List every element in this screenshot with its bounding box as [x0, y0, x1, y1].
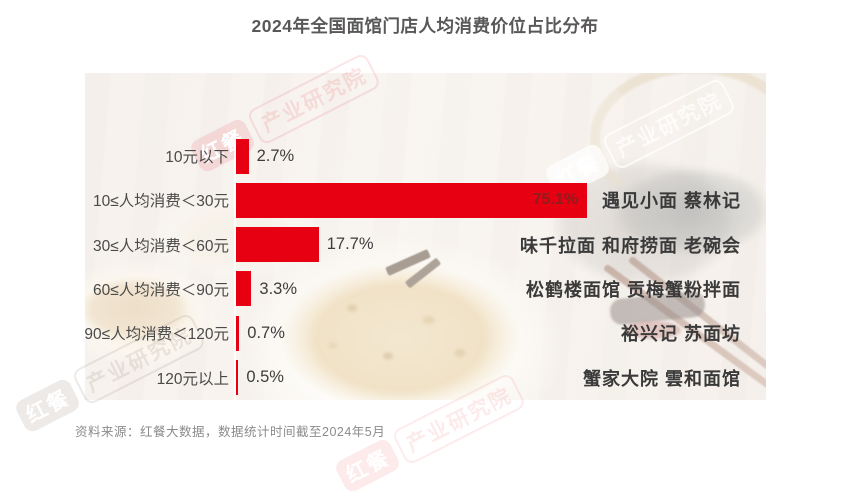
- brand-examples: 裕兴记 苏面坊: [620, 324, 741, 345]
- value-label: 17.7%: [326, 235, 374, 254]
- category-label: 60≤人均消费＜90元: [93, 282, 229, 300]
- white-fade-overlay: [85, 73, 766, 400]
- brand-examples: 遇见小面 蔡林记: [601, 191, 741, 212]
- brand-examples: 松鹤楼面馆 贡梅蟹粉拌面: [526, 280, 741, 301]
- bar: [236, 271, 252, 307]
- page-title: 2024年全国面馆门店人均消费价位占比分布: [251, 16, 599, 36]
- bar: [236, 360, 239, 396]
- value-label: 0.7%: [247, 323, 285, 342]
- chart-row: 10≤人均消费＜30元 75.1% 遇见小面 蔡林记: [0, 178, 850, 222]
- spice-dish: [625, 321, 681, 339]
- value-label: 2.7%: [256, 146, 295, 165]
- bar-chart: 10元以下 2.7% 10≤人均消费＜30元 75.1% 遇见小面 蔡林记 30≤人均消费…: [0, 134, 850, 400]
- brand-examples: 味千拉面 和府捞面 老碗会: [519, 235, 741, 256]
- value-label: 75.1%: [532, 191, 579, 209]
- bar: [236, 138, 249, 174]
- chart-row: 120元以上 0.5% 蟹家大院 雲和面馆: [0, 356, 850, 400]
- noodles: [280, 263, 520, 400]
- value-label: 3.3%: [259, 279, 298, 298]
- chart-row: 30≤人均消费＜60元 17.7% 味千拉面 和府捞面 老碗会: [0, 223, 850, 267]
- category-label: 120元以上: [156, 370, 229, 388]
- bar: [236, 227, 319, 263]
- chart-row: 90≤人均消费＜120元 0.7% 裕兴记 苏面坊: [0, 311, 850, 355]
- chart-row: 10元以下 2.7%: [0, 134, 850, 178]
- brand-examples: 蟹家大院 雲和面馆: [582, 368, 741, 389]
- category-label: 90≤人均消费＜120元: [84, 326, 229, 344]
- bar: 75.1%: [236, 182, 588, 218]
- bar: [236, 315, 240, 351]
- teapot: [585, 151, 766, 271]
- source-note: 资料来源：红餐大数据，数据统计时间截至2024年5月: [75, 425, 386, 439]
- sauce: [85, 278, 189, 340]
- axis-baseline: [234, 134, 236, 400]
- category-label: 10≤人均消费＜30元: [93, 193, 229, 211]
- chart-row: 60≤人均消费＜90元 3.3% 松鹤楼面馆 贡梅蟹粉拌面: [0, 267, 850, 311]
- infographic-canvas: 2024年全国面馆门店人均消费价位占比分布 红餐 产业研究院 红餐 产业研究院 …: [0, 16, 850, 495]
- value-label: 0.5%: [246, 368, 284, 387]
- category-label: 30≤人均消费＜60元: [93, 237, 229, 255]
- category-label: 10元以下: [165, 149, 229, 167]
- background-photo: [85, 73, 766, 400]
